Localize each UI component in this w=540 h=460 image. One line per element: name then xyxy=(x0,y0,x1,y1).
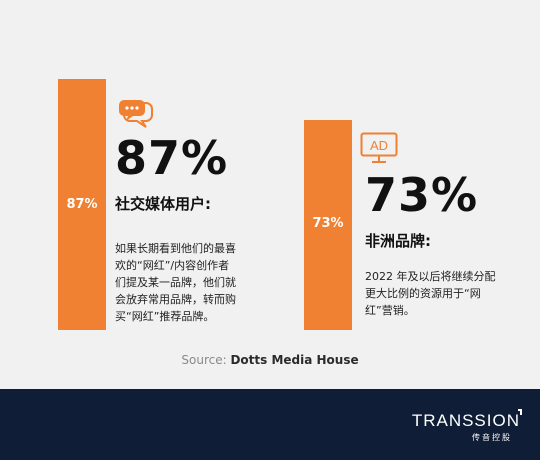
stat-value-social: 87% xyxy=(115,131,229,185)
stat-description-social: 如果长期看到他们的最喜 欢的“网红”/内容创作者 们提及某一品牌，他们就 会放弃… xyxy=(115,240,260,325)
description-line: 欢的“网红”/内容创作者 xyxy=(115,259,230,272)
logo-subtext: 传音控股 xyxy=(472,433,512,442)
footer-bar: TRANSSION 传音控股 xyxy=(0,389,540,460)
ad-icon-text: AD xyxy=(370,138,388,153)
description-line: 会放弃常用品牌，转而购 xyxy=(115,293,236,306)
description-line: 更大比例的资源用于“网 xyxy=(365,287,481,300)
stat-heading-social: 社交媒体用户: xyxy=(115,195,211,213)
description-line: 们提及某一品牌，他们就 xyxy=(115,276,236,289)
bar-data-label: 73% xyxy=(312,215,344,231)
logo-mark-icon xyxy=(518,409,522,415)
bar-african-brands: 73% xyxy=(304,119,352,330)
source-prefix: Source: xyxy=(181,353,231,367)
description-line: 红”营销。 xyxy=(365,304,415,317)
source-name: Dotts Media House xyxy=(230,353,359,367)
stat-heading-brands: 非洲品牌: xyxy=(365,232,431,250)
ad-monitor-icon: AD xyxy=(360,132,398,168)
chat-bubbles-icon xyxy=(119,98,155,134)
stat-value-brands: 73% xyxy=(365,168,479,222)
bar-social-media-users: 87% xyxy=(58,79,106,330)
logo-text: TRANSSION xyxy=(411,411,520,430)
stat-description-brands: 2022 年及以后将继续分配 更大比例的资源用于“网 红”营销。 xyxy=(365,268,515,319)
description-line: 2022 年及以后将继续分配 xyxy=(365,270,496,283)
bar-data-label: 87% xyxy=(66,197,98,213)
source-line: Source: Dotts Media House xyxy=(0,353,540,367)
description-line: 如果长期看到他们的最喜 xyxy=(115,242,236,255)
description-line: 买“网红”推荐品牌。 xyxy=(115,310,215,323)
